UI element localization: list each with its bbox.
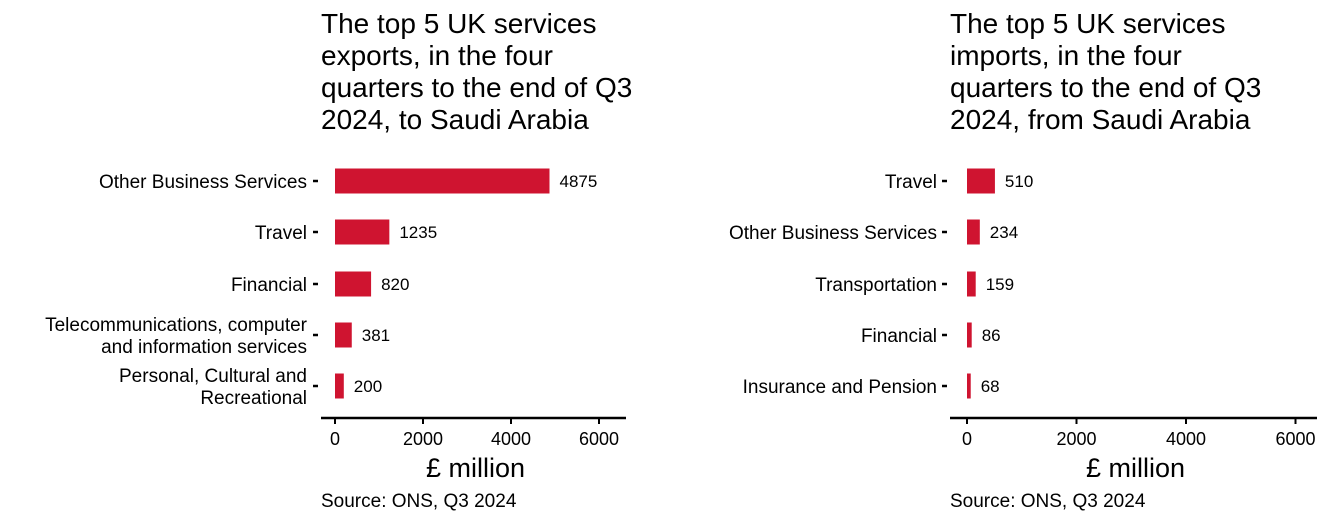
- data-label: 159: [986, 275, 1014, 294]
- bar: [335, 373, 344, 399]
- chart-title: The top 5 UK services imports, in the fo…: [950, 8, 1262, 135]
- data-label: 381: [362, 326, 390, 345]
- category-label: Other Business Services: [729, 223, 937, 244]
- bar: [335, 219, 390, 245]
- category-label: Travel: [255, 223, 307, 244]
- data-label: 820: [381, 275, 409, 294]
- bar: [967, 322, 972, 348]
- bar: [967, 219, 980, 245]
- data-label: 1235: [399, 223, 437, 242]
- data-label: 68: [981, 377, 1000, 396]
- x-axis-title: £ million: [426, 453, 525, 483]
- bar: [335, 322, 352, 348]
- x-tick-label: 4000: [1166, 429, 1206, 449]
- category-label: Other Business Services: [99, 172, 307, 193]
- x-tick-label: 0: [962, 429, 972, 449]
- imports-bar-chart: 510 Travel 234 Other Business Services 159 Tr…: [729, 168, 1317, 483]
- data-label: 86: [982, 326, 1001, 345]
- data-label: 234: [990, 223, 1018, 242]
- category-label: Financial: [231, 275, 307, 296]
- data-label: 4875: [560, 172, 598, 191]
- category-label: Transportation: [815, 275, 937, 296]
- source-note: Source: ONS, Q3 2024: [950, 491, 1146, 512]
- exports-bar-chart: 4875 Other Business Services 1235 Travel 820…: [45, 168, 626, 483]
- exports-chart-panel: The top 5 UK services exports, in the fo…: [45, 8, 633, 512]
- data-label: 510: [1005, 172, 1033, 191]
- imports-chart-panel: The top 5 UK services imports, in the fo…: [660, 0, 1320, 514]
- category-label: Insurance and Pension: [743, 377, 937, 398]
- category-label: Telecommunications, computer and informat…: [45, 315, 308, 358]
- source-note: Source: ONS, Q3 2024: [321, 491, 517, 512]
- x-tick-label: 6000: [579, 429, 619, 449]
- category-label: Personal, Cultural and Recreational: [119, 366, 307, 409]
- category-label: Travel: [885, 172, 937, 193]
- x-tick-label: 0: [330, 429, 340, 449]
- bar: [335, 168, 550, 194]
- x-tick-label: 4000: [491, 429, 531, 449]
- x-tick-label: 2000: [1056, 429, 1096, 449]
- bar: [967, 373, 971, 399]
- chart-title: The top 5 UK services exports, in the fo…: [321, 8, 633, 135]
- bar: [967, 168, 995, 194]
- category-label: Financial: [861, 326, 937, 347]
- bar: [335, 271, 372, 297]
- x-tick-label: 2000: [403, 429, 443, 449]
- x-tick-label: 6000: [1275, 429, 1315, 449]
- bar: [967, 271, 976, 297]
- x-axis-title: £ million: [1086, 453, 1185, 483]
- data-label: 200: [354, 377, 382, 396]
